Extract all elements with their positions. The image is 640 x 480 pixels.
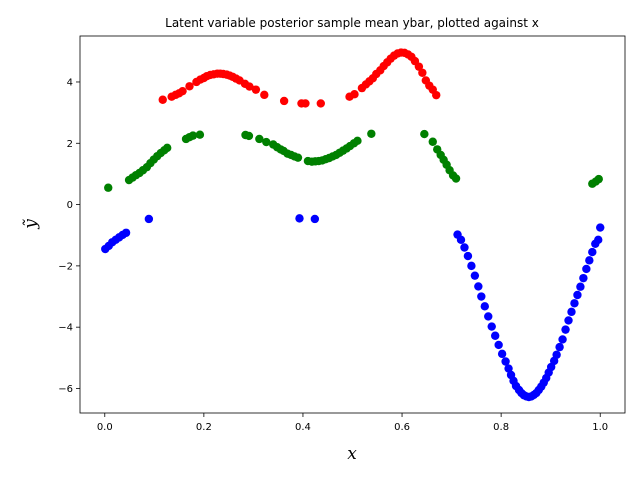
data-point <box>558 335 567 344</box>
data-point <box>158 95 167 104</box>
data-point <box>576 282 585 291</box>
data-point <box>501 357 510 366</box>
y-tick-label: −6 <box>58 384 73 395</box>
x-tick-label: 0.4 <box>295 422 311 433</box>
data-point <box>418 68 427 77</box>
data-point <box>310 214 320 224</box>
y-tick-label: −4 <box>58 323 73 334</box>
data-point <box>244 131 254 141</box>
data-point <box>487 322 496 331</box>
data-point <box>497 349 507 359</box>
data-point <box>251 85 261 94</box>
data-point <box>561 325 570 334</box>
data-point <box>467 261 476 271</box>
x-tick-label: 0.6 <box>394 422 410 433</box>
data-point <box>484 312 493 321</box>
data-point <box>552 350 561 359</box>
data-point <box>121 228 131 237</box>
data-point <box>185 82 194 91</box>
y-tick-label: 0 <box>67 200 73 211</box>
data-point <box>262 137 271 147</box>
data-point <box>428 137 437 146</box>
points-layer <box>101 48 605 402</box>
y-tick-label: −2 <box>58 261 73 272</box>
x-tick-label: 0.0 <box>97 422 113 433</box>
data-point <box>579 273 588 283</box>
data-point <box>432 90 441 100</box>
y-axis-ticks: −6 −4 −2 0 2 4 <box>58 77 80 395</box>
data-point <box>260 90 269 100</box>
data-point <box>585 256 594 265</box>
chart-title: Latent variable posterior sample mean yb… <box>165 16 539 30</box>
data-point <box>567 307 576 317</box>
x-axis-label: x <box>347 444 357 464</box>
data-point <box>494 340 503 350</box>
data-point <box>279 96 289 106</box>
data-point <box>163 143 172 153</box>
data-point <box>460 243 469 252</box>
data-point <box>477 292 486 301</box>
data-point <box>420 129 429 139</box>
data-point <box>588 247 597 257</box>
data-point <box>195 130 205 139</box>
data-point <box>414 62 424 71</box>
data-point <box>178 86 187 96</box>
data-point <box>255 134 264 144</box>
y-tick-label: 4 <box>67 77 73 88</box>
data-point <box>504 364 513 373</box>
data-point <box>456 235 466 245</box>
data-point <box>555 342 564 352</box>
data-point <box>470 271 480 280</box>
data-point <box>570 299 579 308</box>
plot-frame <box>79 35 626 414</box>
x-axis-ticks: 0.0 0.2 0.4 0.6 0.8 1.0 <box>97 413 608 433</box>
data-point <box>594 174 603 184</box>
data-point <box>245 82 254 91</box>
x-tick-label: 0.8 <box>493 422 509 433</box>
data-point <box>104 183 113 192</box>
data-point <box>594 235 603 245</box>
data-point <box>490 331 500 340</box>
data-point <box>474 282 483 291</box>
x-tick-label: 1.0 <box>592 422 608 433</box>
data-point <box>596 223 605 232</box>
data-point <box>573 290 582 300</box>
data-point <box>582 264 591 274</box>
data-point <box>301 99 310 108</box>
data-point <box>316 99 325 108</box>
y-tick-label: 2 <box>67 139 73 150</box>
data-point <box>564 316 573 325</box>
x-tick-label: 0.2 <box>196 422 212 433</box>
y-axis-label: ỹ <box>21 219 41 230</box>
data-point <box>367 129 376 138</box>
data-point <box>350 90 359 99</box>
data-point <box>293 153 303 162</box>
data-point <box>480 302 489 311</box>
data-point <box>353 136 362 146</box>
data-point <box>144 214 154 224</box>
data-point <box>463 251 473 261</box>
data-point <box>451 174 461 183</box>
data-point <box>295 214 304 223</box>
data-point <box>188 131 198 140</box>
